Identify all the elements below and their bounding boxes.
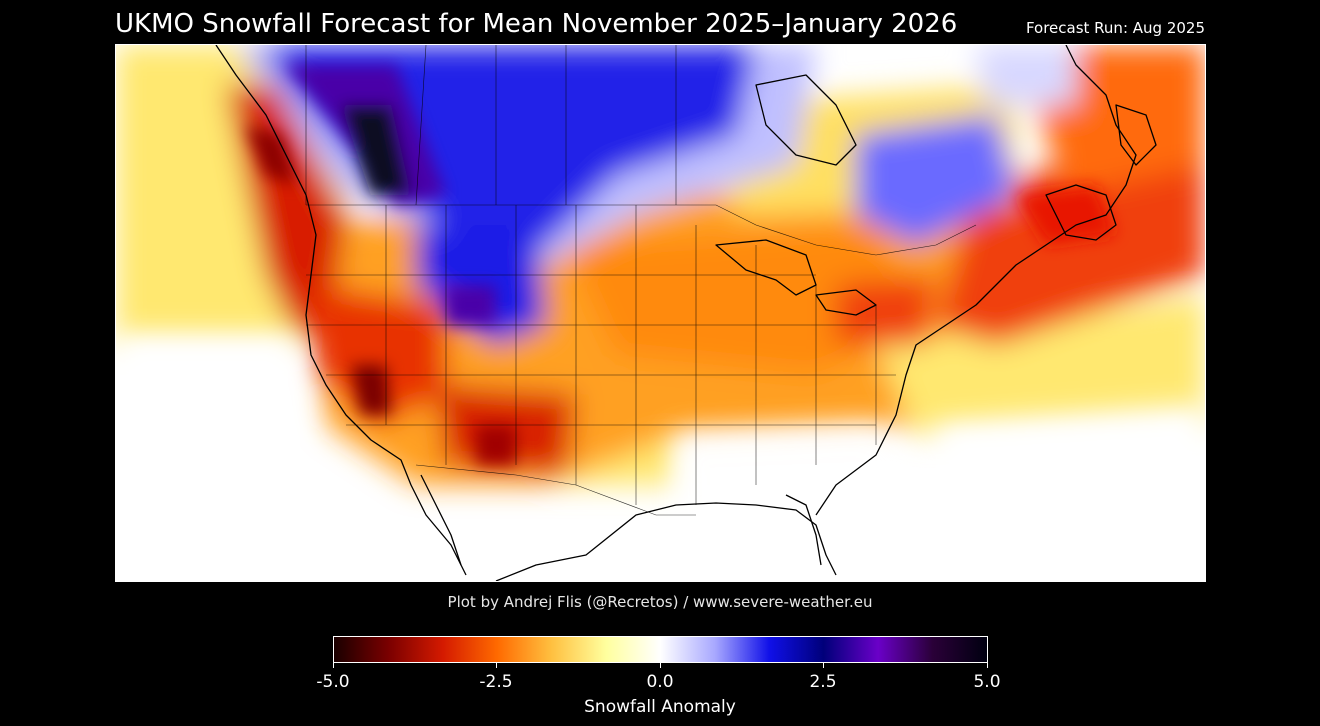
plot-credit: Plot by Andrej Flis (@Recretos) / www.se… <box>447 593 873 611</box>
anomaly-field <box>116 45 1205 581</box>
colorbar-tick-label: -5.0 <box>316 672 350 692</box>
colorbar-tick-label: 5.0 <box>973 672 1001 692</box>
colorbar <box>333 636 988 663</box>
map-title: UKMO Snowfall Forecast for Mean November… <box>115 9 958 39</box>
colorbar-tick-label: 0.0 <box>646 672 674 692</box>
colorbar-tick <box>660 663 661 668</box>
coastlines <box>215 45 1157 581</box>
colorbar-tick-label: 2.5 <box>809 672 837 692</box>
snowfall-anomaly-map <box>115 44 1206 582</box>
colorbar-tick <box>987 663 988 668</box>
forecast-run-label: Forecast Run: Aug 2025 <box>1025 19 1205 37</box>
colorbar-label: Snowfall Anomaly <box>584 697 736 717</box>
colorbar-tick <box>333 663 334 668</box>
borders <box>305 45 977 516</box>
colorbar-tick <box>823 663 824 668</box>
colorbar-tick-label: -2.5 <box>479 672 513 692</box>
colorbar-tick <box>496 663 497 668</box>
